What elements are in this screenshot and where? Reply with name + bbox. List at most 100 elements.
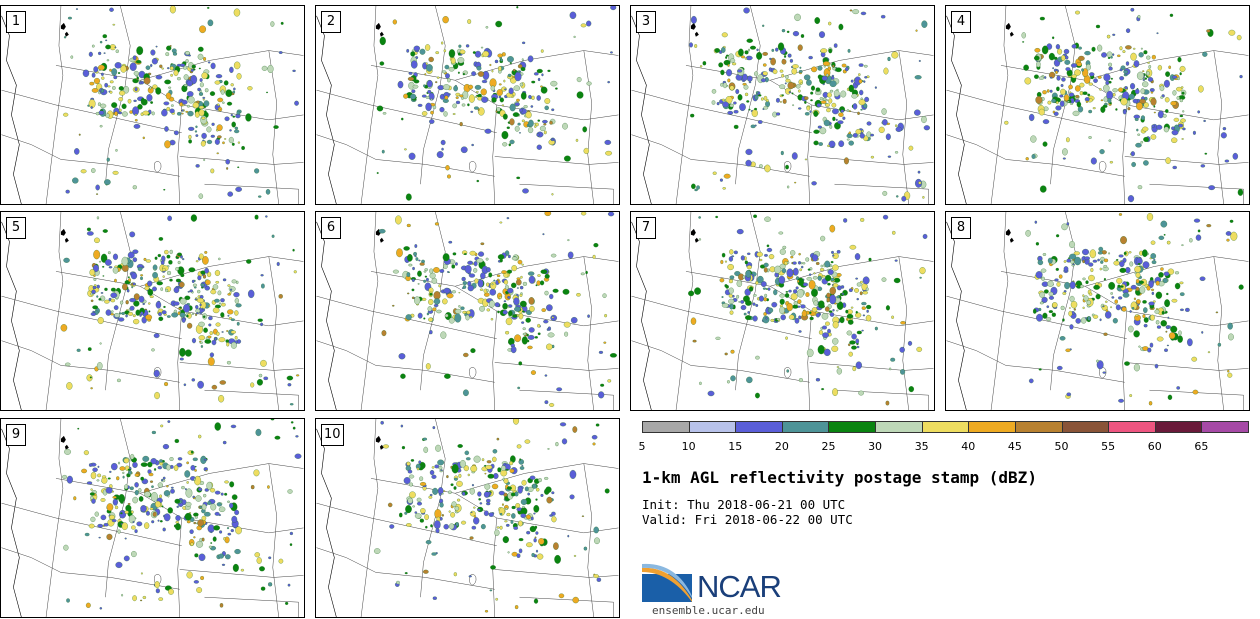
reflectivity-cell bbox=[481, 79, 488, 84]
reflectivity-cell bbox=[501, 270, 507, 274]
reflectivity-cell bbox=[220, 312, 225, 318]
reflectivity-cell bbox=[477, 491, 482, 497]
great-salt-lake bbox=[469, 367, 477, 379]
coastline bbox=[316, 428, 337, 617]
reflectivity-cell bbox=[856, 330, 862, 335]
reflectivity-cell bbox=[1160, 96, 1164, 99]
reflectivity-cell bbox=[151, 430, 157, 435]
reflectivity-cell bbox=[192, 283, 198, 287]
reflectivity-cell bbox=[432, 487, 439, 495]
reflectivity-cell bbox=[133, 300, 140, 307]
reflectivity-cell bbox=[567, 534, 570, 538]
reflectivity-cell bbox=[407, 76, 415, 81]
reflectivity-cell bbox=[120, 512, 123, 515]
reflectivity-cell bbox=[99, 607, 103, 610]
reflectivity-cell bbox=[230, 424, 237, 429]
reflectivity-cell bbox=[919, 276, 922, 279]
reflectivity-cell bbox=[1165, 109, 1169, 113]
reflectivity-cell bbox=[193, 286, 197, 289]
reflectivity-cell bbox=[117, 461, 121, 465]
reflectivity-cell bbox=[746, 38, 753, 43]
reflectivity-cell bbox=[1164, 299, 1171, 308]
reflectivity-cell bbox=[570, 316, 578, 324]
reflectivity-cell bbox=[792, 64, 799, 69]
reflectivity-cell bbox=[1062, 318, 1065, 322]
reflectivity-cell bbox=[429, 330, 433, 335]
reflectivity-cell bbox=[425, 102, 432, 112]
reflectivity-cell bbox=[142, 595, 147, 600]
reflectivity-cell bbox=[1142, 81, 1149, 88]
reflectivity-cell bbox=[254, 168, 260, 174]
reflectivity-cell bbox=[1206, 224, 1212, 228]
reflectivity-cell bbox=[1182, 127, 1186, 131]
reflectivity-cell bbox=[65, 189, 70, 194]
reflectivity-cell bbox=[505, 330, 510, 335]
reflectivity-cell bbox=[558, 593, 565, 599]
reflectivity-cell bbox=[1056, 281, 1061, 287]
reflectivity-cell bbox=[477, 71, 485, 77]
colorbar-tick-label: 15 bbox=[728, 440, 743, 453]
reflectivity-cell bbox=[397, 80, 404, 89]
reflectivity-cell bbox=[469, 536, 474, 540]
state-border bbox=[898, 256, 909, 410]
reflectivity-cell bbox=[800, 265, 804, 269]
reflectivity-cell bbox=[856, 282, 862, 287]
reflectivity-cell bbox=[831, 102, 837, 108]
reflectivity-cell bbox=[779, 248, 786, 255]
reflectivity-cell bbox=[1132, 47, 1136, 50]
reflectivity-cell bbox=[500, 58, 503, 62]
reflectivity-cell bbox=[530, 516, 534, 521]
reflectivity-cell bbox=[199, 303, 202, 307]
reflectivity-cell bbox=[1142, 249, 1148, 257]
reflectivity-cell bbox=[509, 62, 512, 65]
reflectivity-cell bbox=[1130, 151, 1135, 157]
reflectivity-cell bbox=[531, 483, 537, 489]
reflectivity-cell bbox=[463, 465, 469, 472]
reflectivity-cell bbox=[140, 462, 148, 467]
reflectivity-cell bbox=[593, 526, 599, 534]
reflectivity-cell bbox=[752, 302, 756, 306]
reflectivity-cell bbox=[235, 303, 242, 308]
reflectivity-cell bbox=[814, 17, 821, 24]
reflectivity-cell bbox=[755, 392, 760, 399]
reflectivity-cell bbox=[199, 25, 207, 34]
reflectivity-cell bbox=[1078, 46, 1082, 50]
reflectivity-cell bbox=[463, 253, 467, 256]
reflectivity-cell bbox=[485, 464, 493, 470]
reflectivity-cell bbox=[1225, 231, 1232, 236]
reflectivity-cell bbox=[518, 312, 524, 320]
reflectivity-cell bbox=[451, 463, 459, 474]
reflectivity-cell bbox=[714, 48, 720, 53]
reflectivity-cell bbox=[465, 44, 470, 48]
reflectivity-cell bbox=[440, 469, 443, 472]
reflectivity-cell bbox=[181, 99, 188, 105]
great-salt-lake bbox=[1099, 161, 1107, 173]
reflectivity-cell bbox=[718, 62, 724, 68]
reflectivity-cell bbox=[182, 258, 185, 261]
reflectivity-cell bbox=[847, 343, 851, 347]
reflectivity-cell bbox=[808, 55, 813, 60]
reflectivity-cell bbox=[580, 272, 585, 276]
reflectivity-cell bbox=[804, 112, 810, 116]
reflectivity-cell bbox=[1088, 136, 1092, 139]
reflectivity-cell bbox=[177, 457, 183, 461]
reflectivity-cell bbox=[448, 510, 451, 513]
reflectivity-cell bbox=[296, 374, 300, 377]
reflectivity-cell bbox=[1144, 77, 1148, 80]
reflectivity-cell bbox=[748, 108, 751, 111]
reflectivity-cell bbox=[512, 419, 520, 425]
reflectivity-cell bbox=[237, 166, 240, 169]
reflectivity-cell bbox=[197, 289, 201, 294]
reflectivity-cell bbox=[551, 108, 555, 112]
reflectivity-cell bbox=[554, 554, 561, 564]
reflectivity-cell bbox=[802, 282, 808, 287]
reflectivity-cell bbox=[1105, 309, 1109, 312]
reflectivity-cell bbox=[376, 172, 379, 174]
reflectivity-cell bbox=[234, 310, 239, 316]
reflectivity-cell bbox=[409, 93, 417, 100]
reflectivity-cell bbox=[832, 388, 838, 396]
reflectivity-cell bbox=[496, 437, 500, 441]
reflectivity-cell bbox=[737, 69, 743, 73]
reflectivity-cell bbox=[788, 314, 795, 320]
reflectivity-cell bbox=[525, 514, 531, 520]
